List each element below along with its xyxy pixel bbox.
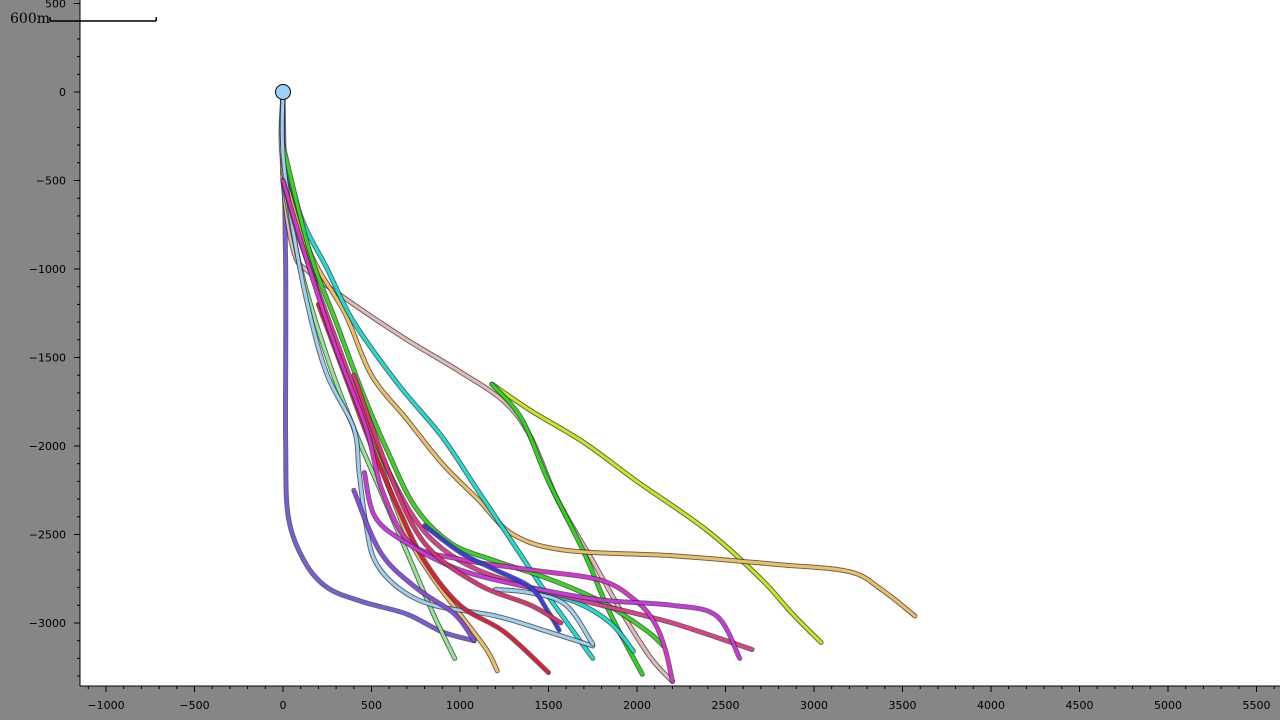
wellhead-layer — [275, 84, 291, 100]
scale-bar-label: 600m — [10, 11, 50, 27]
x-tick-label: 1000 — [446, 699, 474, 712]
trajectory-line-3 — [490, 382, 823, 644]
trajectory-line-12 — [493, 587, 595, 646]
trajectory-line-18 — [352, 488, 476, 643]
y-tick-label: −2000 — [29, 440, 66, 453]
y-tick-label: −1500 — [29, 352, 66, 365]
x-tick-label: 4500 — [1066, 699, 1094, 712]
y-tick-label: −500 — [36, 175, 66, 188]
x-tick-label: 3000 — [800, 699, 828, 712]
x-tick-label: 2500 — [712, 699, 740, 712]
y-tick-label: −3000 — [29, 617, 66, 630]
y-axis: 500 0 −500 −1000 −1500 −2000 −2500 −3000 — [29, 0, 81, 686]
plot-area — [80, 0, 1280, 686]
x-tick-label: −1000 — [87, 699, 124, 712]
wellhead-marker — [275, 84, 291, 100]
trajectory-line-15 — [281, 179, 674, 683]
x-tick-label: 0 — [280, 699, 287, 712]
x-tick-label: 1500 — [535, 699, 563, 712]
x-axis: −1000 −500 0 500 1000 1500 2000 2500 3000 3500 400… — [80, 685, 1280, 712]
x-tick-label: 500 — [361, 699, 382, 712]
y-tick-label: 0 — [59, 86, 66, 99]
x-tick-label: 3500 — [889, 699, 917, 712]
x-tick-label: 5000 — [1154, 699, 1182, 712]
x-tick-label: 5500 — [1243, 699, 1271, 712]
x-tick-label: 4000 — [977, 699, 1005, 712]
trajectory-line-1 — [281, 90, 476, 643]
x-tick-label: 2000 — [623, 699, 651, 712]
y-tick-label: −2500 — [29, 529, 66, 542]
trajectory-line-11 — [280, 90, 595, 648]
trajectory-line-19 — [352, 373, 563, 625]
trajectory-series-group — [278, 89, 918, 684]
trajectory-line-2 — [280, 90, 674, 683]
y-tick-label: 500 — [45, 0, 66, 11]
y-tick-label: −1000 — [29, 263, 66, 276]
trajectory-line-4 — [490, 382, 644, 676]
scale-bar: 600m — [10, 11, 157, 27]
x-tick-label: −500 — [179, 699, 209, 712]
